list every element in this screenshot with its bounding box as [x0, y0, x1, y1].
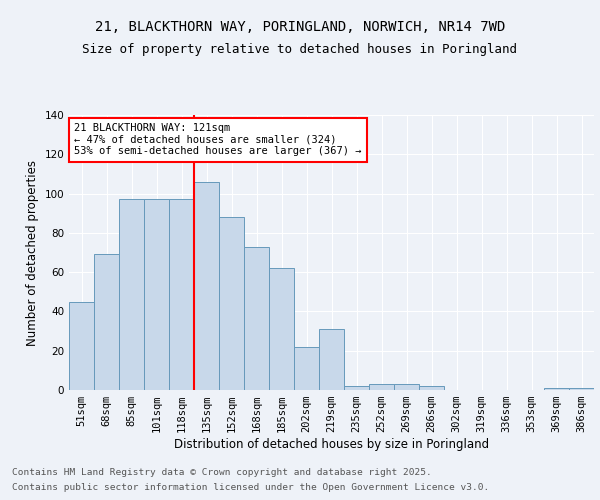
- Bar: [119, 200, 144, 390]
- Text: Contains HM Land Registry data © Crown copyright and database right 2025.: Contains HM Land Registry data © Crown c…: [12, 468, 432, 477]
- Bar: [144, 200, 169, 390]
- Bar: [219, 217, 244, 390]
- Bar: [344, 386, 369, 390]
- Bar: [94, 254, 119, 390]
- Text: 21 BLACKTHORN WAY: 121sqm
← 47% of detached houses are smaller (324)
53% of semi: 21 BLACKTHORN WAY: 121sqm ← 47% of detac…: [74, 123, 362, 156]
- Text: 21, BLACKTHORN WAY, PORINGLAND, NORWICH, NR14 7WD: 21, BLACKTHORN WAY, PORINGLAND, NORWICH,…: [95, 20, 505, 34]
- Bar: [69, 302, 94, 390]
- Bar: [169, 200, 194, 390]
- Bar: [544, 388, 569, 390]
- Bar: [244, 246, 269, 390]
- Bar: [294, 347, 319, 390]
- Bar: [394, 384, 419, 390]
- Bar: [369, 384, 394, 390]
- Bar: [569, 388, 594, 390]
- X-axis label: Distribution of detached houses by size in Poringland: Distribution of detached houses by size …: [174, 438, 489, 451]
- Bar: [194, 182, 219, 390]
- Bar: [269, 268, 294, 390]
- Y-axis label: Number of detached properties: Number of detached properties: [26, 160, 39, 346]
- Text: Contains public sector information licensed under the Open Government Licence v3: Contains public sector information licen…: [12, 483, 489, 492]
- Bar: [319, 329, 344, 390]
- Text: Size of property relative to detached houses in Poringland: Size of property relative to detached ho…: [83, 42, 517, 56]
- Bar: [419, 386, 444, 390]
